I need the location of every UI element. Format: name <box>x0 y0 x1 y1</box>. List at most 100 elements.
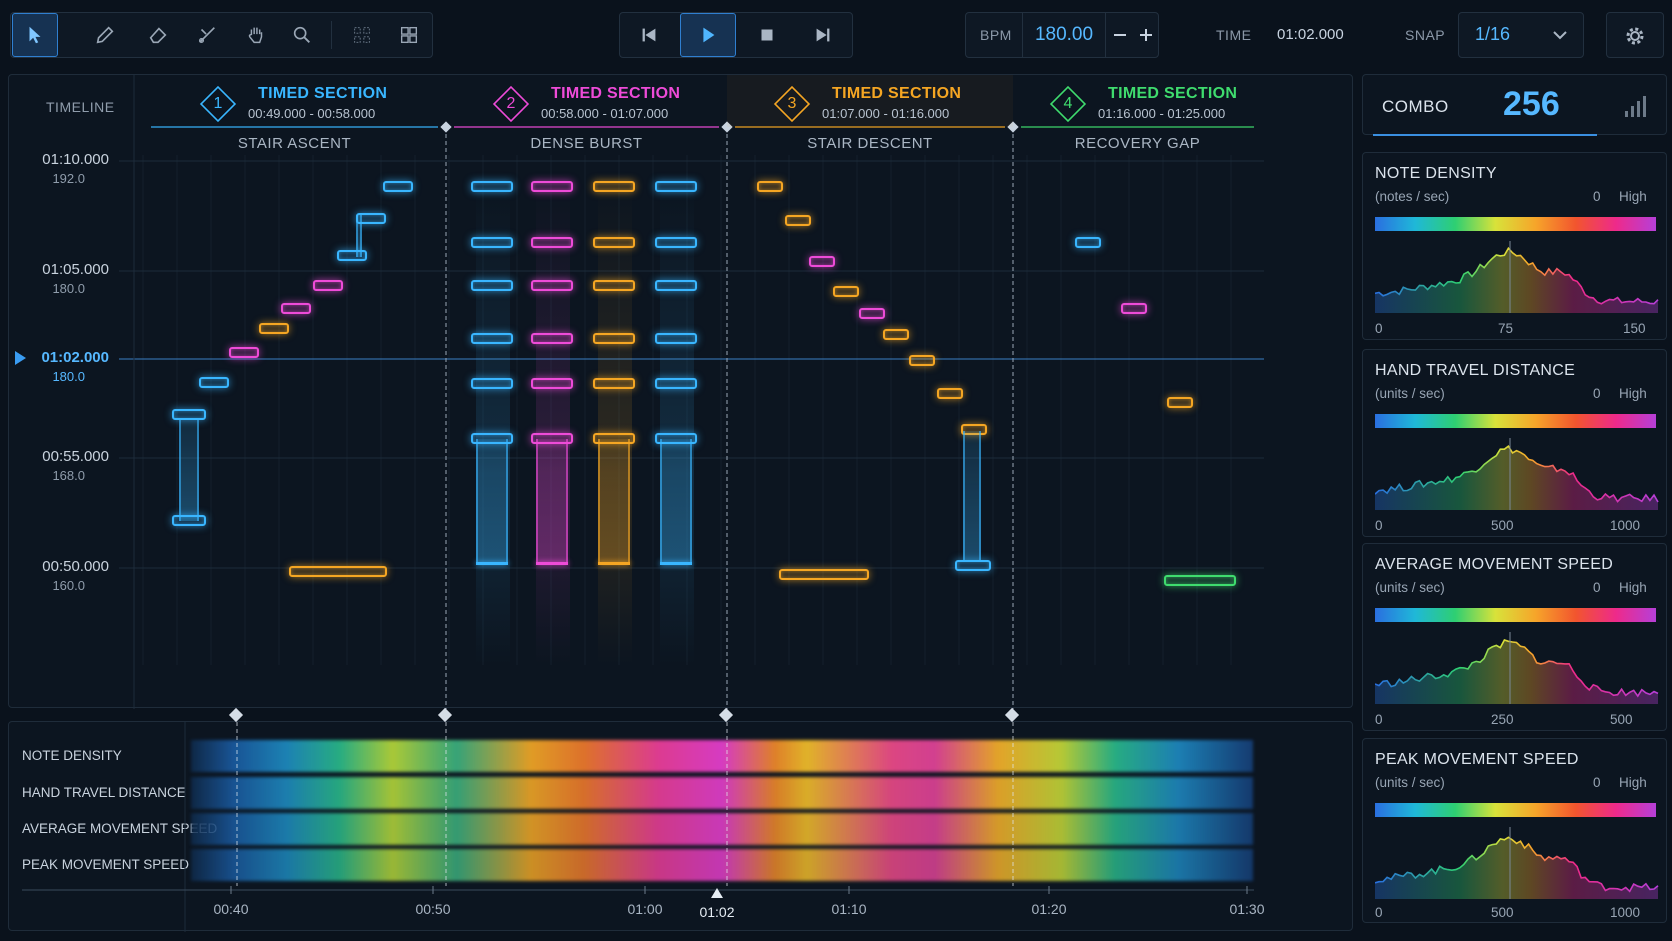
section-boundary-diamond[interactable] <box>437 707 453 723</box>
section-header-2[interactable]: 2 TIMED SECTION 00:58.000 - 01:07.000 DENSE… <box>446 75 727 155</box>
note[interactable] <box>961 424 987 435</box>
note[interactable] <box>531 433 573 444</box>
grid-button[interactable] <box>386 13 432 57</box>
note[interactable] <box>1075 237 1101 248</box>
note[interactable] <box>833 286 859 297</box>
note[interactable] <box>937 388 963 399</box>
note[interactable] <box>471 280 513 291</box>
note[interactable] <box>471 333 513 344</box>
note[interactable] <box>655 237 697 248</box>
note[interactable] <box>531 333 573 344</box>
note[interactable] <box>593 378 635 389</box>
note[interactable] <box>337 250 367 261</box>
hold-note-body[interactable] <box>963 431 981 561</box>
hold-note-body[interactable] <box>598 439 630 564</box>
note[interactable] <box>593 237 635 248</box>
section-boundary-diamond[interactable] <box>718 707 734 723</box>
section-range: 00:49.000 - 00:58.000 <box>248 106 376 121</box>
hold-note-end[interactable] <box>598 562 630 565</box>
hold-note-end[interactable] <box>476 562 508 565</box>
note[interactable] <box>655 181 697 192</box>
note[interactable] <box>859 308 885 319</box>
note[interactable] <box>281 303 311 314</box>
hold-note-end[interactable] <box>660 562 692 565</box>
scale-low: 0 <box>1593 386 1601 401</box>
hold-note[interactable] <box>1164 575 1236 586</box>
hand-tool-button[interactable] <box>233 13 279 57</box>
hold-note-body[interactable] <box>356 215 362 257</box>
note[interactable] <box>383 181 413 192</box>
hold-note[interactable] <box>779 569 869 580</box>
note[interactable] <box>909 355 935 366</box>
note[interactable] <box>593 280 635 291</box>
time-marker[interactable]: 00:55.000 168.0 <box>9 448 129 488</box>
hold-note[interactable] <box>289 566 387 577</box>
hold-note-tail[interactable] <box>955 560 991 571</box>
bpm-input[interactable]: 180.00 <box>1022 13 1106 57</box>
note[interactable] <box>1121 303 1147 314</box>
select-grid-button[interactable] <box>339 13 385 57</box>
timeline-editor[interactable]: TIMELINE 1 TIMED SECTION 00:49.000 - 00:58… <box>8 74 1353 709</box>
pencil-tool-button[interactable] <box>82 13 128 57</box>
time-marker[interactable]: 01:02.000 180.0 <box>9 349 129 389</box>
note[interactable] <box>757 181 783 192</box>
time-marker[interactable]: 01:05.000 180.0 <box>9 261 129 301</box>
section-boundary-diamond[interactable] <box>1004 707 1020 723</box>
note[interactable] <box>1167 397 1193 408</box>
note[interactable] <box>259 323 289 334</box>
hold-note-body[interactable] <box>660 439 692 564</box>
hold-note-end[interactable] <box>536 562 568 565</box>
bpm-increase-button[interactable] <box>1134 13 1158 57</box>
note[interactable] <box>809 256 835 267</box>
snap-select[interactable]: 1/16 <box>1458 12 1584 58</box>
bpm-decrease-button[interactable] <box>1108 13 1132 57</box>
note[interactable] <box>172 409 206 420</box>
section-number: 3 <box>787 95 797 112</box>
note[interactable] <box>531 378 573 389</box>
time-marker[interactable]: 01:10.000 192.0 <box>9 151 129 191</box>
note[interactable] <box>471 433 513 444</box>
hold-note-tail[interactable] <box>172 515 206 526</box>
section-header-1[interactable]: 1 TIMED SECTION 00:49.000 - 00:58.000 STAIR… <box>143 75 446 155</box>
note[interactable] <box>785 215 811 226</box>
note[interactable] <box>531 237 573 248</box>
section-header-4[interactable]: 4 TIMED SECTION 01:16.000 - 01:25.000 RECOV… <box>1013 75 1262 155</box>
play-button[interactable] <box>680 13 736 57</box>
note[interactable] <box>593 333 635 344</box>
note[interactable] <box>313 280 343 291</box>
note[interactable] <box>883 329 909 340</box>
hold-note-body[interactable] <box>476 439 508 564</box>
settings-button[interactable] <box>1606 12 1664 58</box>
eraser-tool-button[interactable] <box>135 13 181 57</box>
skip-forward-button[interactable] <box>796 13 850 57</box>
note[interactable] <box>471 378 513 389</box>
note[interactable] <box>471 181 513 192</box>
playhead-marker[interactable] <box>711 888 723 898</box>
section-name: RECOVERY GAP <box>1074 135 1201 152</box>
note[interactable] <box>655 280 697 291</box>
zoom-tool-button[interactable] <box>279 13 325 57</box>
note[interactable] <box>356 213 386 224</box>
hold-note-body[interactable] <box>536 439 568 564</box>
note[interactable] <box>471 237 513 248</box>
note[interactable] <box>531 280 573 291</box>
minus-icon <box>1114 34 1126 36</box>
section-header-3[interactable]: 3 TIMED SECTION 01:07.000 - 01:16.000 STAIR… <box>727 75 1013 155</box>
select-tool-button[interactable] <box>12 13 58 57</box>
playhead-icon[interactable] <box>15 351 26 365</box>
section-boundary-diamond[interactable] <box>228 707 244 723</box>
bar-chart-icon[interactable] <box>1623 95 1649 119</box>
note[interactable] <box>655 433 697 444</box>
skip-back-button[interactable] <box>622 13 676 57</box>
note[interactable] <box>199 377 229 388</box>
note[interactable] <box>593 181 635 192</box>
note[interactable] <box>229 347 259 358</box>
note[interactable] <box>655 378 697 389</box>
note[interactable] <box>531 181 573 192</box>
note[interactable] <box>655 333 697 344</box>
stop-button[interactable] <box>740 13 794 57</box>
note[interactable] <box>593 433 635 444</box>
cut-tool-button[interactable] <box>184 13 230 57</box>
hold-note-body[interactable] <box>179 420 199 521</box>
time-marker[interactable]: 00:50.000 160.0 <box>9 558 129 598</box>
